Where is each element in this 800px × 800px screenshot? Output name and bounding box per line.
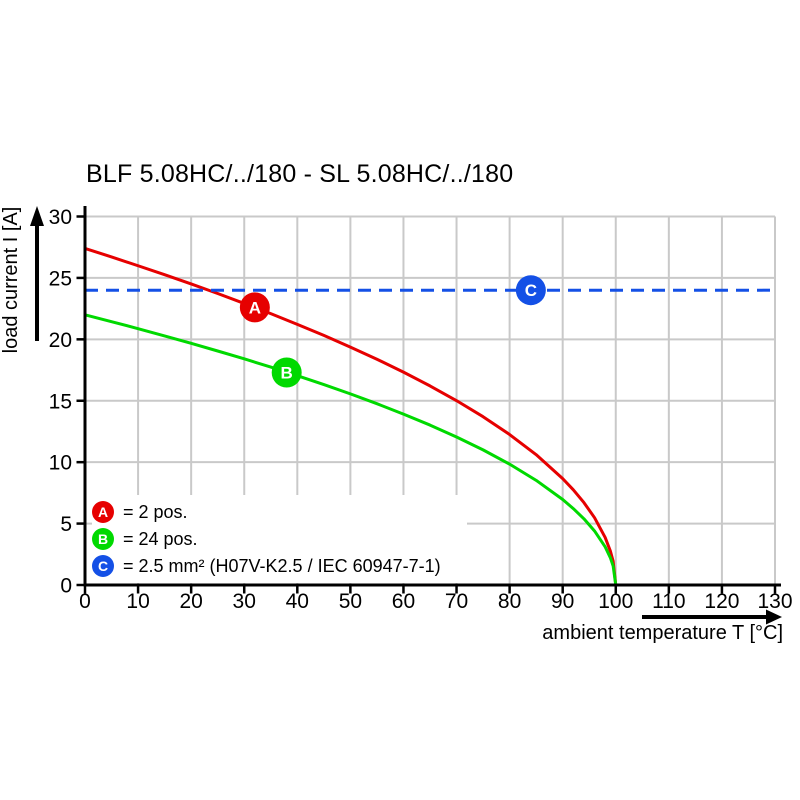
x-tick-label: 120 <box>704 590 739 613</box>
legend-item-a: A = 2 pos. <box>92 501 467 524</box>
x-tick-label: 90 <box>551 590 574 613</box>
legend-marker-b-icon: B <box>92 528 114 550</box>
x-tick-label: 100 <box>598 590 633 613</box>
tick-labels: 0 5 10 15 20 25 30 0 10 20 30 40 50 60 70 80 90 100 110 120… <box>49 206 793 613</box>
x-axis-label: ambient temperature T [°C] <box>542 622 783 644</box>
legend-marker-a-icon: A <box>92 501 114 523</box>
x-tick-label: 50 <box>339 590 362 613</box>
curves <box>84 247 775 586</box>
marker-a-letter: A <box>249 298 261 317</box>
marker-b-icon <box>271 357 302 388</box>
x-tick-label: 130 <box>757 590 792 613</box>
y-axis-label: load current I [A] <box>0 207 22 354</box>
x-tick-label: 40 <box>286 590 309 613</box>
legend-label-a: = 2 pos. <box>123 501 188 522</box>
legend-label-b: = 24 pos. <box>123 528 198 549</box>
x-tick-label: 0 <box>79 590 91 613</box>
curve-b <box>84 313 618 586</box>
x-tick-label: 110 <box>652 590 685 613</box>
legend-label-c: = 2.5 mm² (H07V-K2.5 / IEC 60947-7-1) <box>123 555 441 576</box>
marker-c-icon <box>515 275 546 306</box>
legend-marker-c-icon: C <box>92 555 114 577</box>
x-tick-label: 20 <box>179 590 202 613</box>
curve-a <box>84 247 618 586</box>
y-tick-label: 20 <box>49 329 72 352</box>
axis-arrows <box>30 206 782 625</box>
chart-title: BLF 5.08HC/../180 - SL 5.08HC/../180 <box>86 160 514 188</box>
y-tick-label: 0 <box>60 575 72 598</box>
marker-c-letter: C <box>525 281 537 300</box>
y-tick-label: 30 <box>49 206 72 229</box>
axes <box>76 206 781 594</box>
y-tick-label: 5 <box>60 513 72 536</box>
legend-item-c: C = 2.5 mm² (H07V-K2.5 / IEC 60947-7-1) <box>92 555 467 578</box>
curve-markers: A B C <box>239 275 546 388</box>
marker-a-icon <box>239 292 270 323</box>
legend: A = 2 pos. B = 24 pos. C = 2.5 mm² (H07V… <box>92 495 467 583</box>
legend-item-b: B = 24 pos. <box>92 528 467 551</box>
marker-b-letter: B <box>281 363 293 382</box>
x-tick-label: 80 <box>498 590 521 613</box>
y-tick-label: 10 <box>49 452 72 475</box>
y-tick-label: 25 <box>49 267 72 290</box>
x-tick-label: 60 <box>392 590 415 613</box>
y-tick-label: 15 <box>49 390 72 413</box>
x-tick-label: 70 <box>445 590 468 613</box>
x-tick-label: 10 <box>126 590 149 613</box>
x-tick-label: 30 <box>233 590 256 613</box>
